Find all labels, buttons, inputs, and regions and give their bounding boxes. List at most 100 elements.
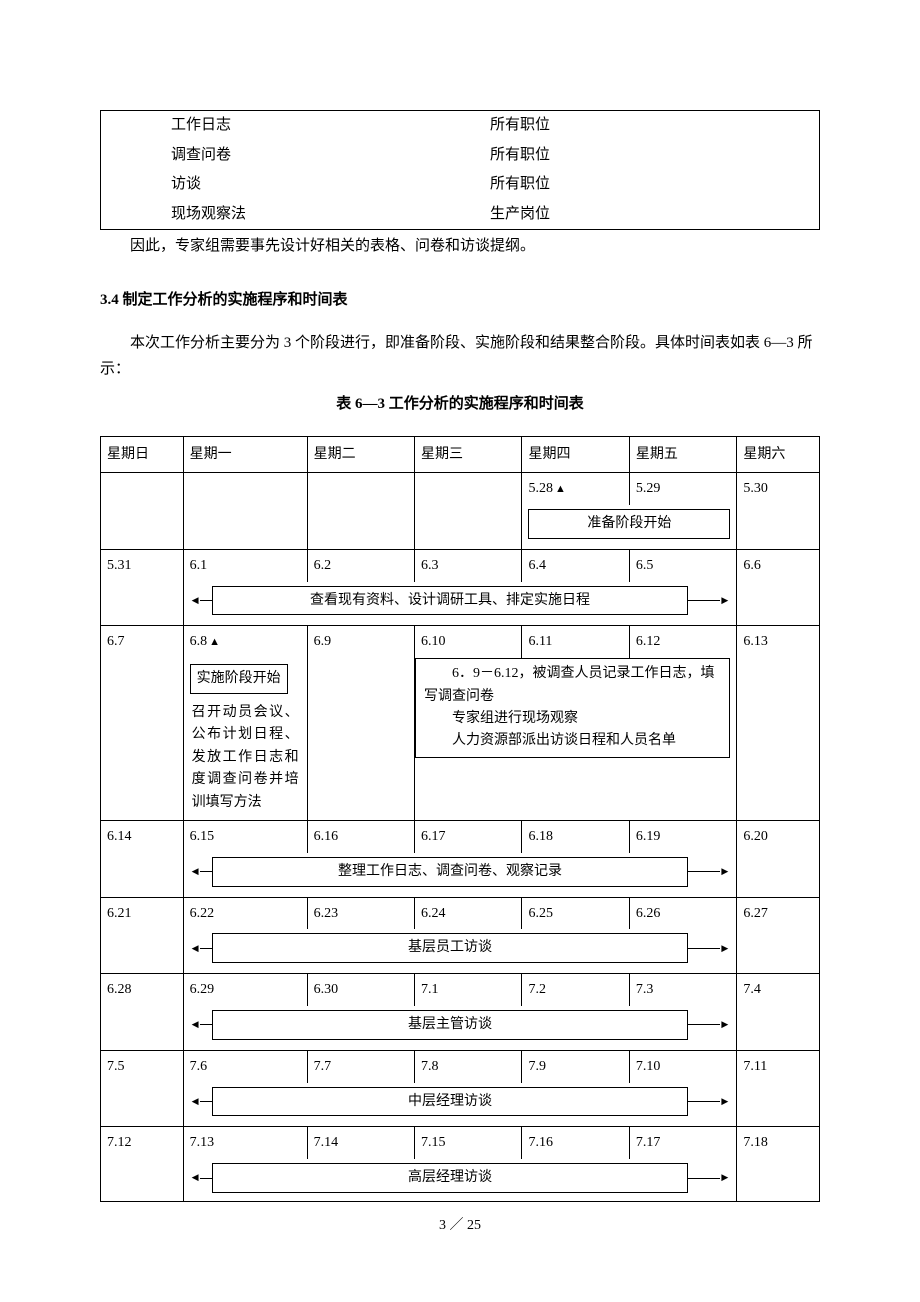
date-cell: 7.15: [415, 1127, 522, 1159]
date-cell: 6.16: [307, 821, 414, 853]
day-header: 星期日: [101, 436, 184, 473]
date-cell: 6.22: [183, 897, 307, 929]
date-cell: 7.16: [522, 1127, 629, 1159]
week3-activity: 实施阶段开始 召开动员会议、公布计划日程、发放工作日志和度调查问卷并培训填写方法…: [101, 658, 820, 820]
date-cell: 6.13: [737, 626, 820, 821]
table-row: 工作日志所有职位: [101, 111, 820, 141]
arrow-left-icon: [192, 1170, 212, 1185]
table-row: 调查问卷所有职位: [101, 141, 820, 171]
date-cell: 6.23: [307, 897, 414, 929]
date-cell: 5.30: [737, 473, 820, 550]
method-name: 调查问卷: [101, 141, 461, 171]
arrow-right-icon: [688, 1017, 728, 1032]
method-name: 访谈: [101, 170, 461, 200]
week5-activity: 基层员工访谈: [101, 929, 820, 973]
week7-activity: 中层经理访谈: [101, 1083, 820, 1127]
date-cell: 7.4: [737, 974, 820, 1051]
date-cell: 7.2: [522, 974, 629, 1006]
impl-phase-box: 实施阶段开始: [190, 664, 288, 694]
date-cell: 7.7: [307, 1050, 414, 1082]
date-cell: 6.5: [629, 549, 736, 581]
date-cell: 6.24: [415, 897, 522, 929]
week2-dates: 5.31 6.1 6.2 6.3 6.4 6.5 6.6: [101, 549, 820, 581]
method-name: 现场观察法: [101, 200, 461, 230]
para-intro: 本次工作分析主要分为 3 个阶段进行，即准备阶段、实施阶段和结果整合阶段。具体时…: [100, 331, 820, 382]
date-cell: 6.6: [737, 549, 820, 626]
week7-bar: 中层经理访谈: [212, 1087, 689, 1117]
prep-phase-box: 准备阶段开始: [528, 509, 730, 539]
arrow-right-icon: [688, 864, 728, 879]
week5-dates: 6.21 6.22 6.23 6.24 6.25 6.26 6.27: [101, 897, 820, 929]
week2-bar: 查看现有资料、设计调研工具、排定实施日程: [212, 586, 689, 616]
method-scope: 所有职位: [460, 141, 820, 171]
date-cell: 7.13: [183, 1127, 307, 1159]
triangle-icon: [207, 634, 220, 649]
date-cell: 6.18: [522, 821, 629, 853]
day-header: 星期一: [183, 436, 307, 473]
date-cell: 7.6: [183, 1050, 307, 1082]
date-cell: 5.31: [101, 549, 184, 626]
week3-detail-box: 6．9－6.12，被调查人员记录工作日志，填写调查问卷 专家组进行现场观察 人力…: [415, 658, 730, 758]
date-cell: 7.14: [307, 1127, 414, 1159]
date-cell: 7.1: [415, 974, 522, 1006]
week4-dates: 6.14 6.15 6.16 6.17 6.18 6.19 6.20: [101, 821, 820, 853]
arrow-right-icon: [688, 1094, 728, 1109]
week6-dates: 6.28 6.29 6.30 7.1 7.2 7.3 7.4: [101, 974, 820, 1006]
schedule-table: 星期日 星期一 星期二 星期三 星期四 星期五 星期六 5.28 5.29 5.…: [100, 436, 820, 1203]
date-cell: 7.18: [737, 1127, 820, 1202]
date-cell: 6.30: [307, 974, 414, 1006]
day-header: 星期三: [415, 436, 522, 473]
table-row: 现场观察法生产岗位: [101, 200, 820, 230]
week8-bar: 高层经理访谈: [212, 1163, 689, 1193]
section-heading-3-4: 3.4 制定工作分析的实施程序和时间表: [100, 288, 820, 314]
date-cell: 6.21: [101, 897, 184, 974]
date-cell: 7.12: [101, 1127, 184, 1202]
week3-mon-text: 召开动员会议、公布计划日程、发放工作日志和度调查问卷并培训填写方法: [190, 700, 301, 816]
arrow-left-icon: [192, 1094, 212, 1109]
date-cell: 6.17: [415, 821, 522, 853]
page-footer: 3 ／ 25: [100, 1214, 820, 1238]
date-cell: 6.28: [101, 974, 184, 1051]
week4-activity: 整理工作日志、调查问卷、观察记录: [101, 853, 820, 897]
date-cell: 6.2: [307, 549, 414, 581]
date-cell: 6.19: [629, 821, 736, 853]
date-cell: 7.3: [629, 974, 736, 1006]
week2-activity: 查看现有资料、设计调研工具、排定实施日程: [101, 582, 820, 626]
date-cell: 5.28: [528, 481, 553, 496]
date-cell: 7.10: [629, 1050, 736, 1082]
day-header: 星期四: [522, 436, 629, 473]
arrow-left-icon: [192, 864, 212, 879]
week6-activity: 基层主管访谈: [101, 1006, 820, 1050]
method-scope: 生产岗位: [460, 200, 820, 230]
day-header: 星期六: [737, 436, 820, 473]
week1-dates: 5.28 5.29 5.30: [101, 473, 820, 505]
week8-dates: 7.12 7.13 7.14 7.15 7.16 7.17 7.18: [101, 1127, 820, 1159]
date-cell: 7.17: [629, 1127, 736, 1159]
day-header: 星期五: [629, 436, 736, 473]
date-cell: 6.20: [737, 821, 820, 898]
arrow-left-icon: [192, 941, 212, 956]
date-cell: 6.12: [629, 626, 736, 658]
week4-bar: 整理工作日志、调查问卷、观察记录: [212, 857, 689, 887]
day-header: 星期二: [307, 436, 414, 473]
date-cell: 6.7: [101, 626, 184, 821]
date-cell: 7.9: [522, 1050, 629, 1082]
arrow-right-icon: [688, 593, 728, 608]
table-row: 访谈所有职位: [101, 170, 820, 200]
date-cell: 6.11: [522, 626, 629, 658]
date-cell: 6.14: [101, 821, 184, 898]
week3-dates: 6.7 6.8 6.9 6.10 6.11 6.12 6.13: [101, 626, 820, 658]
arrow-right-icon: [688, 941, 728, 956]
date-cell: 6.9: [307, 626, 414, 658]
week6-bar: 基层主管访谈: [212, 1010, 689, 1040]
table-caption: 表 6—3 工作分析的实施程序和时间表: [100, 392, 820, 418]
date-cell: 6.15: [183, 821, 307, 853]
date-cell: 6.8: [190, 634, 208, 649]
method-name: 工作日志: [101, 111, 461, 141]
date-cell: 6.4: [522, 549, 629, 581]
method-scope: 所有职位: [460, 111, 820, 141]
methods-table: 工作日志所有职位调查问卷所有职位访谈所有职位现场观察法生产岗位: [100, 110, 820, 230]
schedule-header-row: 星期日 星期一 星期二 星期三 星期四 星期五 星期六: [101, 436, 820, 473]
method-scope: 所有职位: [460, 170, 820, 200]
date-cell: 6.29: [183, 974, 307, 1006]
